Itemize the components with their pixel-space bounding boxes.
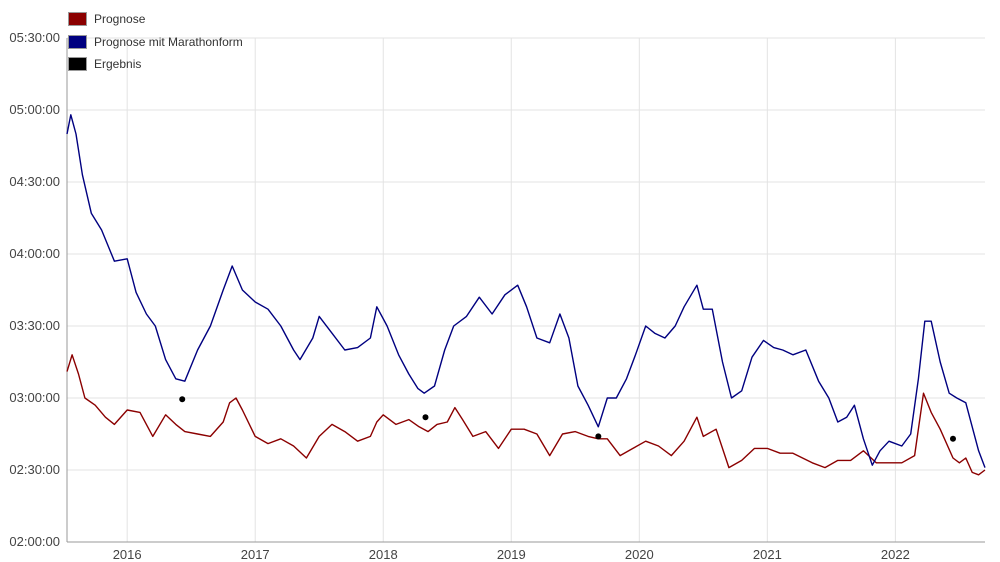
legend-swatch-prognose: [68, 12, 87, 27]
y-tick-label: 03:30:00: [9, 318, 60, 333]
series-line-prognose: [66, 354, 986, 476]
y-tick-label: 02:00:00: [9, 534, 60, 549]
ergebnis-point: [179, 396, 186, 403]
grid: [66, 37, 985, 543]
ergebnis-point: [422, 414, 429, 421]
series-lines: [66, 114, 986, 476]
legend-item-ergebnis[interactable]: Ergebnis: [68, 53, 243, 76]
y-axis: 05:30:00 05:00:00 04:30:00 04:00:00 03:30:00…: [9, 30, 60, 549]
legend-label-prognose: Prognose: [94, 12, 146, 27]
y-tick-label: 03:00:00: [9, 390, 60, 405]
legend-item-prognose[interactable]: Prognose: [68, 8, 243, 31]
ergebnis-point: [595, 433, 602, 440]
x-tick-label: 2017: [241, 547, 270, 562]
series-line-marathonform: [66, 114, 986, 468]
x-tick-label: 2021: [753, 547, 782, 562]
y-tick-label: 04:30:00: [9, 174, 60, 189]
x-tick-label: 2018: [369, 547, 398, 562]
x-tick-label: 2020: [625, 547, 654, 562]
x-tick-label: 2019: [497, 547, 526, 562]
x-tick-label: 2022: [881, 547, 910, 562]
legend-label-marathonform: Prognose mit Marathonform: [94, 34, 243, 49]
legend-swatch-marathonform: [68, 34, 87, 49]
legend-label-ergebnis: Ergebnis: [94, 57, 142, 72]
result-points: [179, 396, 956, 442]
x-axis: 2016 2017 2018 2019 2020 2021 2022: [113, 547, 910, 562]
x-tick-label: 2016: [113, 547, 142, 562]
y-tick-label: 05:00:00: [9, 102, 60, 117]
ergebnis-point: [949, 435, 956, 442]
legend-swatch-ergebnis: [68, 57, 87, 72]
legend-item-marathonform[interactable]: Prognose mit Marathonform: [68, 31, 243, 54]
legend[interactable]: Prognose Prognose mit Marathonform Ergeb…: [68, 8, 243, 76]
y-tick-label: 02:30:00: [9, 462, 60, 477]
y-tick-label: 05:30:00: [9, 30, 60, 45]
y-tick-label: 04:00:00: [9, 246, 60, 261]
